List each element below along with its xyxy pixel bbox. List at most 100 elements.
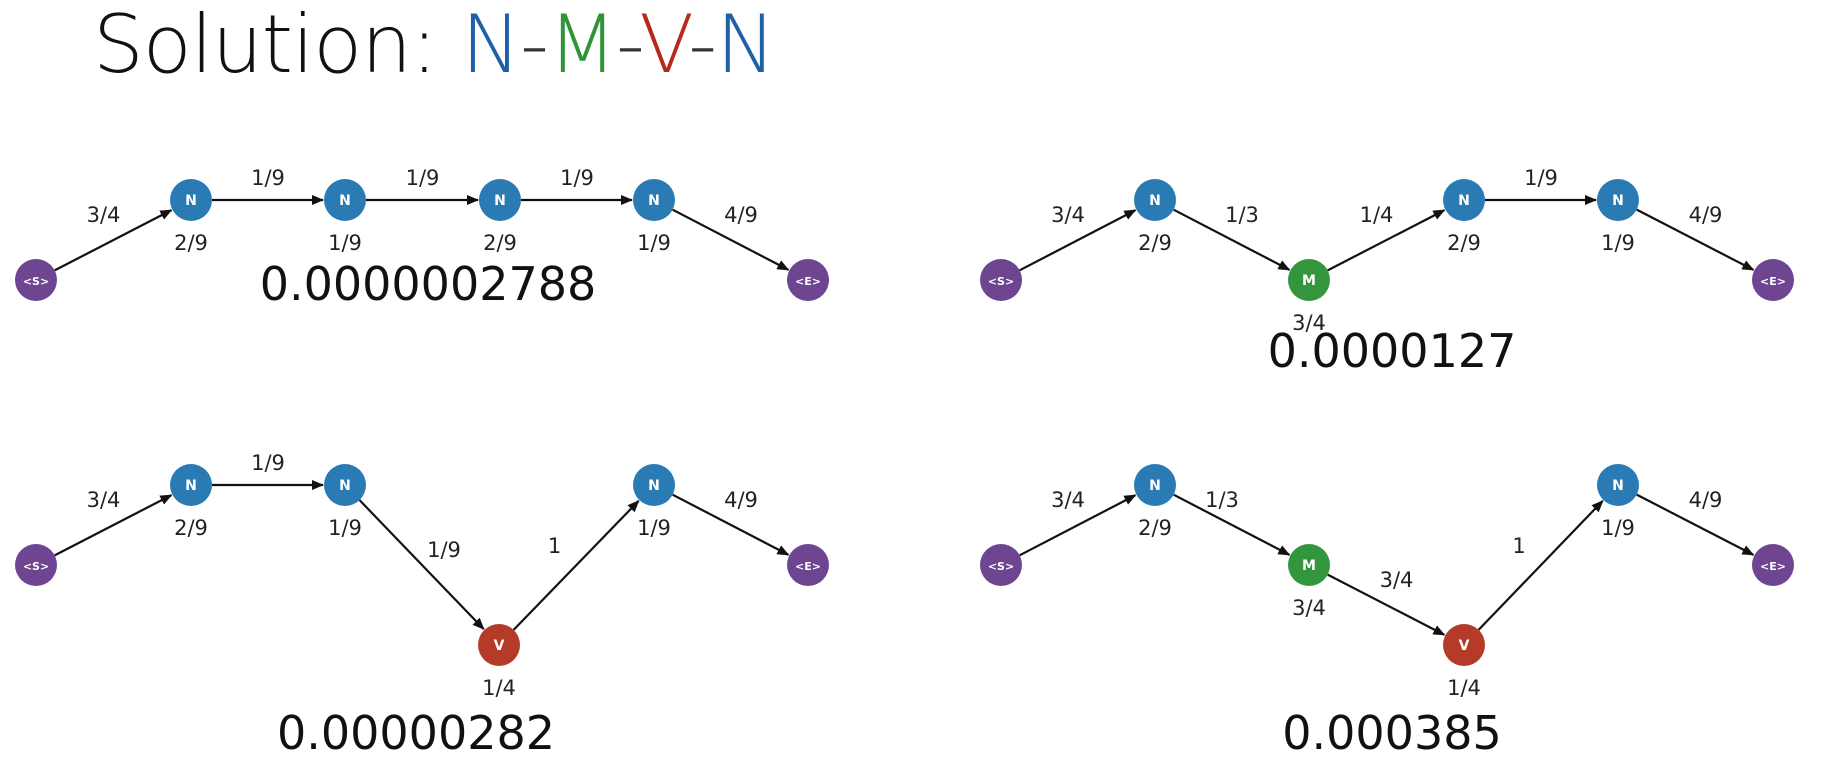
emission-probability-label: 2/9 xyxy=(1447,231,1481,255)
emission-probability-label: 1/9 xyxy=(328,516,362,540)
node-circle xyxy=(1597,464,1639,506)
node-label: N xyxy=(1612,478,1624,494)
end-node: <E> xyxy=(1752,544,1794,586)
node-circle xyxy=(1752,544,1794,586)
end-node: <E> xyxy=(787,259,829,301)
node-label: N xyxy=(1458,193,1470,209)
start-node: <S> xyxy=(980,259,1022,301)
transition-arrow xyxy=(54,209,173,272)
transition-probability-label: 3/4 xyxy=(87,488,121,512)
node-circle xyxy=(478,624,520,666)
node-circle xyxy=(787,544,829,586)
node-label: N xyxy=(1149,478,1161,494)
state-node-n: N 2/9 xyxy=(170,179,212,255)
node-label: V xyxy=(1459,638,1470,654)
transition-probability-label: 3/4 xyxy=(87,203,121,227)
start-node: <S> xyxy=(980,544,1022,586)
transition-arrow xyxy=(358,499,485,630)
node-circle xyxy=(633,179,675,221)
transition-arrow xyxy=(54,494,173,557)
emission-probability-label: 2/9 xyxy=(1138,231,1172,255)
emission-probability-label: 2/9 xyxy=(174,516,208,540)
state-node-n: N 1/9 xyxy=(324,179,366,255)
node-label: <E> xyxy=(795,275,821,288)
state-node-n: N 2/9 xyxy=(1134,179,1176,255)
state-node-m: M 3/4 xyxy=(1288,259,1330,335)
transition-probability-label: 4/9 xyxy=(1689,488,1723,512)
title-prefix: Solution: xyxy=(93,0,462,91)
state-node-n: N 1/9 xyxy=(633,464,675,540)
transition-arrow xyxy=(1477,500,1604,631)
state-node-n: N 2/9 xyxy=(1134,464,1176,540)
node-circle xyxy=(15,544,57,586)
node-label: N xyxy=(1149,193,1161,209)
node-label: N xyxy=(494,193,506,209)
transition-arrow xyxy=(1636,208,1755,271)
transition-probability-label: 1 xyxy=(1512,534,1525,558)
transition-probability-label: 4/9 xyxy=(1689,203,1723,227)
path-diagram-3: 3/4 1/9 1/9 1 4/9 <S> N 2/9 N 1/9 V 1/4 N 1/9 <E> 0.000… xyxy=(15,451,829,760)
title-dash: - xyxy=(688,0,717,91)
node-label: N xyxy=(1612,193,1624,209)
node-label: M xyxy=(1302,273,1316,289)
state-node-n: N 2/9 xyxy=(170,464,212,540)
path-probability: 0.0000127 xyxy=(1268,324,1517,378)
end-node: <E> xyxy=(1752,259,1794,301)
slide-title: Solution: N-M-V-N xyxy=(93,0,776,91)
node-label: <S> xyxy=(23,560,49,573)
node-circle xyxy=(170,179,212,221)
transition-probability-label: 3/4 xyxy=(1380,568,1414,592)
node-label: <S> xyxy=(988,275,1014,288)
state-node-v: V 1/4 xyxy=(1443,624,1485,700)
title-sequence: N-M-V-N xyxy=(461,0,776,91)
emission-probability-label: 2/9 xyxy=(1138,516,1172,540)
state-node-n: N 2/9 xyxy=(1443,179,1485,255)
transition-probability-label: 1/9 xyxy=(1524,166,1558,190)
node-circle xyxy=(1288,544,1330,586)
transition-arrow xyxy=(1327,573,1446,636)
state-node-n: N 2/9 xyxy=(479,179,521,255)
transition-probability-label: 4/9 xyxy=(724,488,758,512)
transition-arrow xyxy=(1019,494,1137,557)
path-probability: 0.0000002788 xyxy=(260,257,597,311)
node-circle xyxy=(15,259,57,301)
node-label: <S> xyxy=(23,275,49,288)
emission-probability-label: 1/4 xyxy=(1447,676,1481,700)
transition-probability-label: 3/4 xyxy=(1051,203,1085,227)
emission-probability-label: 1/4 xyxy=(482,676,516,700)
node-circle xyxy=(1288,259,1330,301)
title-dash: - xyxy=(616,0,640,91)
node-label: <E> xyxy=(1760,560,1786,573)
node-circle xyxy=(633,464,675,506)
start-node: <S> xyxy=(15,259,57,301)
path-probability: 0.00000282 xyxy=(277,706,555,760)
transition-probability-label: 1/9 xyxy=(560,166,594,190)
emission-probability-label: 2/9 xyxy=(174,231,208,255)
title-dash: - xyxy=(520,0,549,91)
node-label: V xyxy=(494,638,505,654)
transition-arrow xyxy=(1173,493,1291,556)
transition-probability-label: 4/9 xyxy=(724,203,758,227)
path-probability: 0.000385 xyxy=(1282,706,1502,760)
transition-arrow xyxy=(512,500,640,631)
node-label: N xyxy=(648,478,660,494)
transition-probability-label: 1/9 xyxy=(251,451,285,475)
state-node-n: N 1/9 xyxy=(633,179,675,255)
node-label: M xyxy=(1302,558,1316,574)
state-node-v: V 1/4 xyxy=(478,624,520,700)
node-circle xyxy=(170,464,212,506)
node-label: N xyxy=(339,478,351,494)
transition-probability-label: 1/9 xyxy=(406,166,440,190)
state-node-n: N 1/9 xyxy=(1597,179,1639,255)
transition-arrow xyxy=(672,493,790,556)
node-label: N xyxy=(185,193,197,209)
state-node-n: N 1/9 xyxy=(324,464,366,540)
emission-probability-label: 3/4 xyxy=(1292,596,1326,620)
node-label: N xyxy=(339,193,351,209)
title-tag-m: M xyxy=(548,0,617,91)
transition-probability-label: 1/3 xyxy=(1225,203,1259,227)
node-circle xyxy=(787,259,829,301)
path-diagram-4: 3/4 1/3 3/4 1 4/9 <S> N 2/9 M 3/4 V 1/4 N 1/9 <E> 0.000… xyxy=(980,464,1794,760)
emission-probability-label: 1/9 xyxy=(637,231,671,255)
title-tag-v: V xyxy=(639,0,689,91)
